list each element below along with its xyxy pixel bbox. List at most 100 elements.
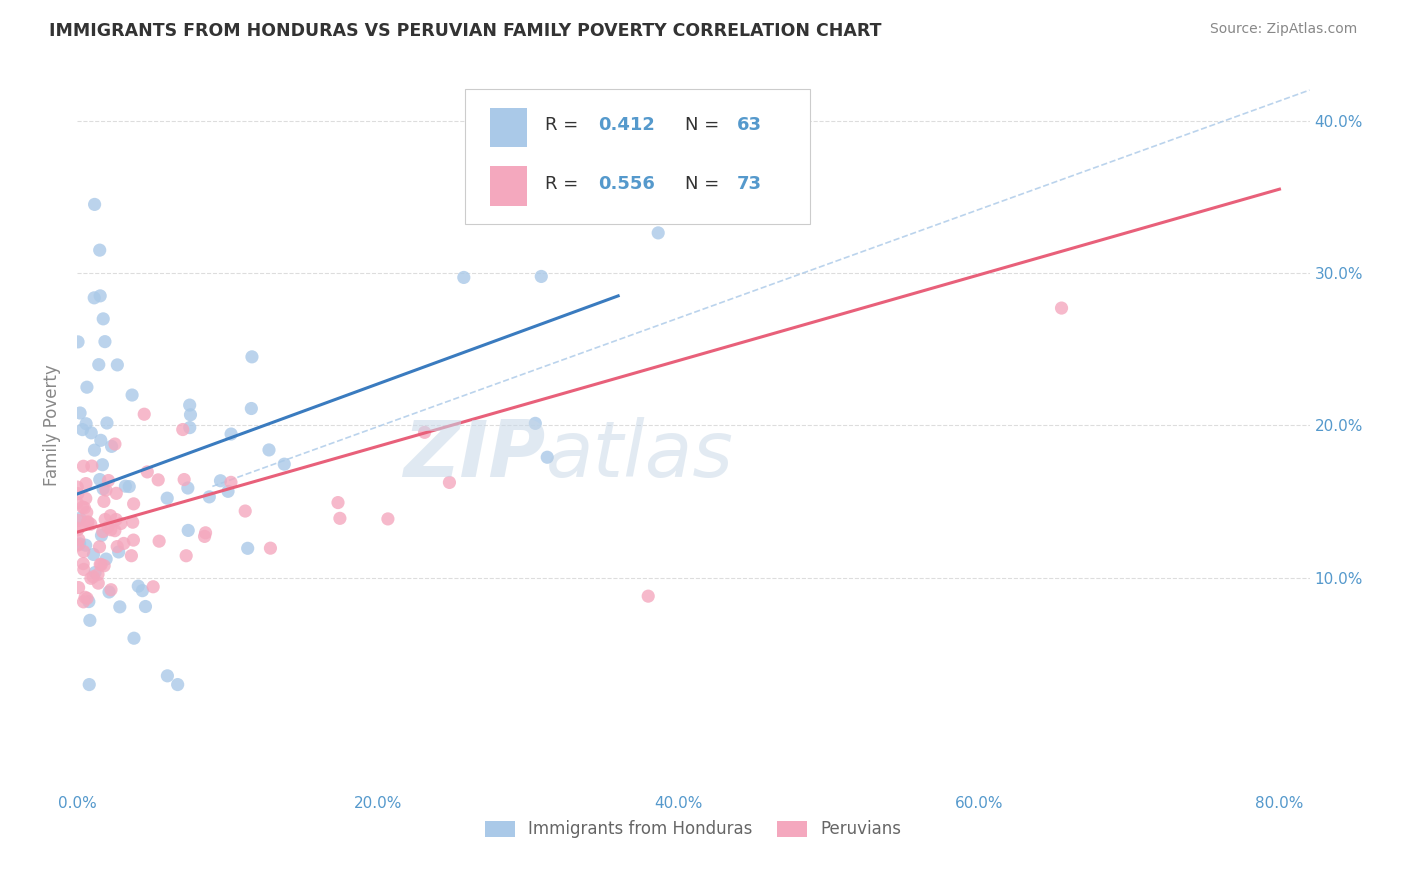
Point [127,579,149,593]
Point [76,515,98,529]
Point [122,533,145,547]
Point [90,528,112,542]
Point [219,475,242,490]
Point [530,269,553,284]
Point [193,529,215,543]
Text: ZIP: ZIP [404,417,546,492]
Point [83,443,105,458]
Text: 0.556: 0.556 [599,175,655,193]
Text: R =: R = [546,117,585,135]
Point [76,380,98,394]
Point [87,567,110,582]
Point [156,669,179,683]
Point [647,226,669,240]
Point [93,558,115,573]
Point [100,439,122,453]
Point [134,407,156,421]
Y-axis label: Family Poverty: Family Poverty [44,365,60,486]
Point [79,613,101,627]
Point [219,427,242,442]
Point [90,434,112,448]
Point [134,599,156,614]
Point [66,480,89,494]
Text: 73: 73 [737,175,762,193]
Point [172,423,194,437]
Point [75,417,97,431]
FancyBboxPatch shape [489,108,527,147]
Point [148,534,170,549]
Point [91,482,114,496]
Point [67,334,90,349]
Point [94,334,117,349]
Point [177,524,200,538]
Point [122,497,145,511]
Point [236,541,259,556]
Text: atlas: atlas [546,417,734,492]
Point [177,481,200,495]
Point [98,585,121,599]
Text: R =: R = [546,175,585,193]
Point [87,358,110,372]
Point [100,508,122,523]
Point [166,677,188,691]
Point [91,524,114,539]
Point [83,291,105,305]
Point [94,483,117,497]
Point [179,408,201,422]
Point [209,474,232,488]
Text: 63: 63 [737,117,762,135]
Point [91,311,114,326]
Point [637,589,659,603]
Point [75,476,97,491]
Point [93,494,115,508]
Point [439,475,461,490]
Point [76,591,98,606]
Point [100,523,122,537]
Point [121,388,143,402]
Text: N =: N = [685,175,724,193]
Point [240,401,263,416]
Point [120,549,142,563]
Point [329,511,352,525]
Point [66,496,89,510]
FancyBboxPatch shape [465,89,810,224]
Point [73,562,96,576]
Legend: Immigrants from Honduras, Peruvians: Immigrants from Honduras, Peruvians [478,814,908,845]
Point [413,425,436,440]
Point [179,398,201,412]
Point [90,558,112,572]
Point [194,525,217,540]
Point [77,594,100,608]
Point [87,576,110,591]
Point [377,512,399,526]
Point [80,571,103,585]
Point [142,580,165,594]
Text: N =: N = [685,117,724,135]
Point [67,521,90,535]
Point [69,511,91,525]
Point [89,243,111,257]
Point [174,549,197,563]
Point [89,289,111,303]
Point [67,533,90,547]
Point [105,486,128,500]
Point [198,490,221,504]
Text: IMMIGRANTS FROM HONDURAS VS PERUVIAN FAMILY POVERTY CORRELATION CHART: IMMIGRANTS FROM HONDURAS VS PERUVIAN FAM… [49,22,882,40]
Point [217,484,239,499]
Point [72,500,94,514]
Point [1050,301,1073,315]
Point [67,513,90,527]
Point [76,516,98,530]
Point [66,523,89,537]
Point [75,491,97,506]
Point [107,545,129,559]
Point [148,473,170,487]
Point [72,459,94,474]
Point [259,541,281,556]
Point [179,420,201,434]
Point [104,524,127,538]
Point [94,512,117,526]
Text: Source: ZipAtlas.com: Source: ZipAtlas.com [1209,22,1357,37]
Point [173,473,195,487]
FancyBboxPatch shape [489,167,527,206]
